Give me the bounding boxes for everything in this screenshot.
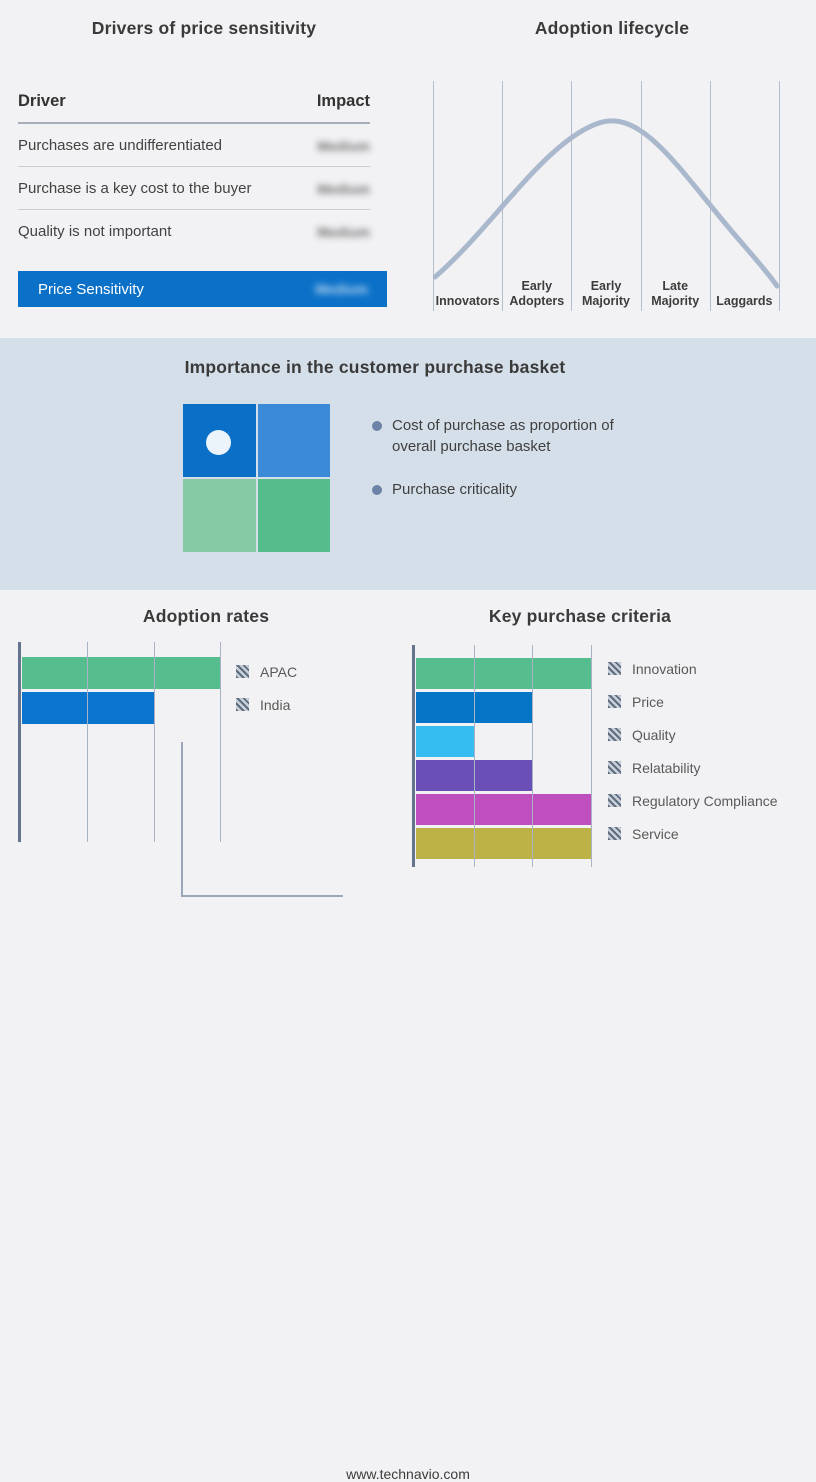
adoption-rates-chart [18, 642, 221, 842]
driver-cell: Quality is not important [18, 223, 172, 240]
bullet-text: Cost of purchase as proportion of overal… [392, 417, 614, 455]
bullet-text: Purchase criticality [392, 481, 518, 499]
gridline [473, 645, 475, 867]
legend-item: Innovation [608, 660, 778, 677]
purchase-basket-band: Importance in the customer purchase bask… [0, 338, 816, 897]
bar-regulatory-compliance [416, 794, 591, 825]
table-row: Purchases are undifferentiated Medium [18, 124, 370, 167]
legend-label: Innovation [632, 660, 697, 677]
quadrant-matrix [183, 404, 330, 552]
bell-curve [433, 118, 779, 289]
hatched-swatch-icon [236, 698, 249, 711]
gridline [220, 642, 221, 842]
bar-service [416, 828, 591, 859]
basket-panel-title: Importance in the customer purchase bask… [184, 357, 566, 377]
legend-item: Relatability [608, 759, 778, 776]
matrix-y-axis [181, 742, 183, 897]
drivers-table-header: Driver Impact [18, 92, 370, 124]
legend-label: Price [632, 693, 664, 710]
legend-label: Quality [632, 726, 676, 743]
list-item: Cost of purchase as proportion of overal… [372, 416, 634, 457]
hatched-swatch-icon [608, 728, 621, 741]
key-purchase-criteria-legend: Innovation Price Quality Relatability Re… [608, 660, 778, 860]
legend-item: Quality [608, 726, 778, 743]
legend-item: Regulatory Compliance [608, 792, 778, 809]
column-header-driver: Driver [18, 92, 66, 110]
quadrant-top-left [183, 404, 256, 477]
bullet-icon [372, 485, 382, 496]
impact-cell-blurred: Medium [317, 223, 370, 240]
price-sensitivity-highlight-row: Price Sensitivity Medium [18, 271, 387, 307]
legend-label: APAC [260, 663, 298, 680]
legend-label: Regulatory Compliance [632, 792, 778, 809]
hatched-swatch-icon [608, 794, 621, 807]
legend-item: India [236, 696, 297, 713]
list-item: Purchase criticality [372, 480, 634, 501]
gridline [779, 81, 780, 311]
bar-innovation [416, 658, 591, 689]
column-header-impact: Impact [316, 92, 370, 110]
gridline [640, 81, 642, 311]
hatched-swatch-icon [236, 665, 249, 678]
website-url: www.technavio.com [346, 1466, 470, 1482]
driver-cell: Purchase is a key cost to the buyer [18, 180, 252, 197]
basket-bullet-list: Cost of purchase as proportion of overal… [372, 416, 634, 524]
impact-cell-blurred: Medium [317, 137, 370, 154]
key-purchase-criteria-title: Key purchase criteria [488, 606, 672, 626]
bar-quality [416, 726, 475, 757]
bullet-icon [372, 421, 382, 431]
lifecycle-panel-title: Adoption lifecycle [534, 18, 690, 38]
hatched-swatch-icon [608, 695, 621, 708]
hatched-swatch-icon [608, 662, 621, 675]
drivers-table: Driver Impact Purchases are undifferenti… [18, 92, 370, 252]
gridline [502, 81, 504, 311]
adoption-rates-title: Adoption rates [142, 606, 270, 626]
bar-apac [22, 657, 220, 689]
gridline [433, 81, 434, 311]
table-row: Quality is not important Medium [18, 210, 370, 252]
gridline [591, 645, 592, 867]
quadrant-bottom-left [183, 479, 256, 552]
stage-label-early-adopters: Early Adopters [509, 279, 565, 308]
quadrant-top-right [257, 404, 330, 477]
legend-item: Service [608, 825, 778, 842]
impact-cell-blurred: Medium [317, 180, 370, 197]
bar-group [22, 657, 220, 727]
stage-label-late-majority: Late Majority [651, 279, 700, 308]
top-section: Drivers of price sensitivity Driver Impa… [0, 0, 816, 338]
position-marker-dot [206, 430, 231, 455]
legend-label: Relatability [632, 759, 701, 776]
gridline [532, 645, 534, 867]
stage-label-innovators: Innovators [435, 294, 500, 308]
quadrant-bottom-right [257, 479, 330, 552]
adoption-rates-legend: APAC India [236, 663, 298, 731]
bar-group [416, 658, 591, 862]
hatched-swatch-icon [608, 827, 621, 840]
stage-label-early-majority: Early Majority [582, 279, 630, 308]
drivers-panel-title: Drivers of price sensitivity [91, 18, 317, 38]
legend-item: APAC [236, 663, 298, 680]
bottom-section: Adoption rates Key purchase criteria APA… [0, 590, 816, 1482]
driver-cell: Purchases are undifferentiated [18, 137, 223, 154]
legend-label: Service [632, 825, 679, 842]
legend-item: Price [608, 693, 778, 710]
key-purchase-criteria-chart [412, 645, 592, 867]
gridline [709, 81, 711, 311]
stage-label-laggards: Laggards [716, 294, 773, 308]
highlight-row-label: Price Sensitivity [38, 280, 144, 298]
matrix-x-axis [181, 895, 343, 897]
impact-cell-blurred: Medium [315, 281, 368, 297]
gridline [87, 642, 89, 842]
table-row: Purchase is a key cost to the buyer Medi… [18, 167, 370, 210]
hatched-swatch-icon [608, 761, 621, 774]
adoption-lifecycle-chart: Innovators Early Adopters Early Majority… [433, 81, 780, 311]
gridline [153, 642, 155, 842]
legend-label: India [260, 696, 291, 713]
gridline [571, 81, 573, 311]
